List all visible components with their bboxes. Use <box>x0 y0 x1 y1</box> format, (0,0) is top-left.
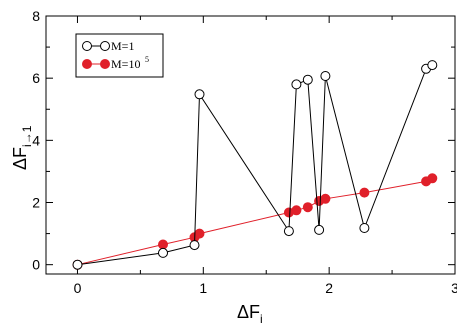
point-m105-1 <box>158 239 168 250</box>
point-m105-9 <box>359 187 370 198</box>
point-m1-7 <box>314 224 325 235</box>
legend: M=1 M=10 5 <box>75 33 164 78</box>
x-axis-label-sub: i <box>260 312 263 326</box>
point-m1-9 <box>359 223 370 233</box>
x-axis-label: ΔFi <box>237 302 263 326</box>
x-tick-label-3: 3 <box>451 280 457 296</box>
series-line-m105 <box>77 177 433 266</box>
legend-label-m105: M=10 <box>111 57 140 71</box>
legend-label-m105-sup: 5 <box>145 55 149 64</box>
point-m105-8 <box>320 193 331 204</box>
plot-frame <box>45 15 456 275</box>
y-axis-label-sub: i→1 <box>20 125 34 147</box>
legend-label-m1: M=1 <box>111 39 134 53</box>
legend-marker-m1-b <box>100 41 110 51</box>
y-tick-label-1: 2 <box>32 195 40 211</box>
x-tick-label-2: 2 <box>325 280 333 296</box>
point-m105-5 <box>291 205 302 216</box>
x-axis-label-main: ΔF <box>237 302 260 322</box>
point-m1-4 <box>283 226 294 237</box>
point-m1-3 <box>194 89 205 100</box>
legend-marker-m105-b <box>100 59 110 69</box>
series-line-m1 <box>77 64 433 266</box>
y-axis-label: ΔFi→1 <box>10 125 34 170</box>
y-tick-label-3: 6 <box>32 70 40 86</box>
series-layer <box>72 60 438 270</box>
point-m1-2 <box>189 240 200 251</box>
x-tick-label-0: 0 <box>74 280 82 296</box>
point-m105-3 <box>194 228 205 239</box>
point-m105-6 <box>302 202 313 213</box>
legend-box <box>75 33 164 78</box>
point-m1-6 <box>302 74 313 85</box>
axis-ticks: 0 1 2 3 0 2 4 6 8 <box>32 8 457 296</box>
point-m1-0 <box>72 259 83 270</box>
point-m1-1 <box>158 247 168 258</box>
point-m1-11 <box>427 60 438 71</box>
y-tick-label-2: 4 <box>32 132 40 148</box>
legend-marker-m105-a <box>82 59 92 69</box>
point-m105-11 <box>427 173 438 184</box>
y-tick-label-0: 0 <box>32 257 40 273</box>
point-m1-8 <box>320 71 331 81</box>
y-tick-label-4: 8 <box>32 8 40 24</box>
y-axis-label-main: ΔF <box>10 147 30 170</box>
point-m1-5 <box>291 79 302 90</box>
legend-marker-m1-a <box>82 41 92 51</box>
x-tick-label-1: 1 <box>199 280 207 296</box>
